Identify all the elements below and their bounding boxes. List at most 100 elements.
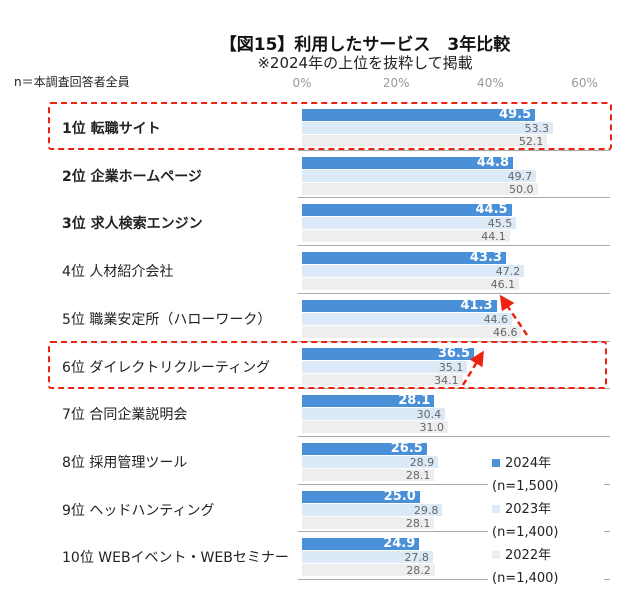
data-label: 28.1 [398, 393, 431, 409]
row-separator [298, 483, 610, 485]
data-label: 28.9 [409, 455, 435, 469]
category-label: 9位 ヘッドハンティング [62, 502, 215, 519]
data-label: 41.3 [460, 297, 493, 313]
legend-label: 2023年 [505, 502, 552, 517]
data-label: 46.6 [492, 325, 518, 339]
bar-2024年 [302, 347, 474, 360]
bar-2022年 [302, 468, 435, 481]
data-label: 44.1 [481, 230, 506, 244]
legend-label: 2022年 [505, 548, 552, 563]
bar-2022年 [302, 230, 510, 243]
highlight-box [48, 340, 607, 389]
bar-2022年 [302, 516, 435, 529]
bar-2022年 [302, 182, 538, 195]
category-label: 4位 人材紹介会社 [62, 264, 174, 281]
legend-swatch [492, 459, 500, 467]
data-label: 49.7 [507, 169, 533, 183]
x-tick-label: 0% [292, 76, 312, 90]
legend-item: 2024年 [492, 452, 600, 475]
data-label: 43.3 [469, 250, 502, 266]
sample-note: n＝本調査回答者全員 [14, 75, 130, 89]
bar-2023年 [302, 122, 554, 134]
data-label: 44.6 [483, 312, 509, 326]
x-tick-label: 20% [382, 76, 410, 90]
legend-swatch [492, 505, 500, 513]
data-label: 30.4 [416, 408, 442, 422]
row-separator [298, 435, 610, 437]
bar-2023年 [302, 408, 446, 421]
category-label: 7位 合同企業説明会 [62, 407, 188, 424]
bar-2024年 [302, 156, 513, 169]
bar-2023年 [302, 503, 443, 516]
legend-swatch [492, 551, 500, 559]
x-tick-label: 60% [571, 76, 598, 90]
bar-2024年 [302, 395, 435, 408]
row-separator [298, 292, 610, 294]
bar-2022年 [302, 564, 435, 577]
data-label: 24.9 [383, 536, 416, 552]
data-label: 44.8 [476, 154, 509, 170]
highlight-box [48, 102, 612, 150]
data-label: 36.5 [437, 345, 470, 361]
category-label: 6位 ダイレクトリクルーティング [62, 359, 271, 376]
data-label: 28.1 [405, 468, 431, 482]
data-label: 50.0 [509, 182, 534, 196]
legend-item: 2023年 [492, 498, 600, 521]
data-label: 25.0 [383, 488, 416, 504]
bar-2022年 [302, 373, 463, 386]
category-label: 3位 求人検索エンジン [62, 216, 203, 233]
legend-n: (n=1,500) [492, 479, 559, 494]
data-label: 53.3 [524, 122, 550, 135]
bar-2022年 [302, 278, 520, 291]
chart-subtitle: ※2024年の上位を抜粋して掲載 [257, 54, 473, 72]
data-label: 27.8 [404, 551, 429, 565]
bar-2024年 [302, 442, 427, 455]
row-separator [298, 579, 610, 580]
data-label: 28.2 [406, 564, 431, 578]
bar-2023年 [302, 360, 468, 373]
bar-2024年 [302, 299, 497, 312]
bar-2024年 [302, 109, 536, 121]
data-label: 28.1 [405, 516, 431, 530]
data-label: 35.1 [438, 360, 464, 374]
data-label: 26.5 [390, 440, 423, 456]
category-label: 10位 WEBイベント・WEBセミナー [62, 550, 289, 567]
bar-2023年 [302, 551, 433, 564]
data-label: 49.5 [499, 107, 532, 122]
bar-2023年 [302, 265, 525, 278]
row-separator [298, 197, 610, 199]
category-label: 8位 採用管理ツール [62, 454, 188, 471]
data-label: 29.8 [413, 503, 439, 517]
bar-2023年 [302, 312, 513, 325]
bar-2024年 [302, 252, 506, 265]
bar-2023年 [302, 455, 439, 468]
legend-item: 2022年 [492, 544, 600, 567]
x-tick-label: 40% [477, 76, 504, 90]
row-separator [298, 149, 610, 151]
chart-title: 【図15】利用したサービス 3年比較 [219, 35, 511, 55]
bar-2024年 [302, 490, 420, 503]
row-separator [298, 531, 610, 533]
bar-2024年 [302, 538, 420, 551]
bar-2022年 [302, 135, 548, 147]
legend: 2024年 (n=1,500) 2023年 (n=1,400) 2022年 (n=1,40… [488, 450, 604, 592]
bar-2022年 [302, 325, 522, 338]
row-separator [298, 245, 610, 247]
data-label: 52.1 [518, 135, 544, 148]
data-label: 45.5 [487, 217, 513, 231]
legend-label: 2024年 [505, 456, 552, 471]
bar-2022年 [302, 421, 448, 434]
data-label: 34.1 [434, 373, 459, 387]
data-label: 44.5 [475, 202, 508, 218]
data-label: 31.0 [419, 421, 445, 435]
bar-2024年 [302, 204, 512, 217]
data-label: 46.1 [490, 278, 516, 292]
category-label: 2位 企業ホームページ [62, 168, 202, 185]
bar-2023年 [302, 217, 517, 230]
row-separator [298, 388, 610, 390]
data-label: 47.2 [495, 265, 521, 279]
category-label: 5位 職業安定所（ハローワーク） [62, 311, 272, 328]
legend-n: (n=1,400) [492, 571, 559, 586]
legend-n: (n=1,400) [492, 525, 559, 540]
